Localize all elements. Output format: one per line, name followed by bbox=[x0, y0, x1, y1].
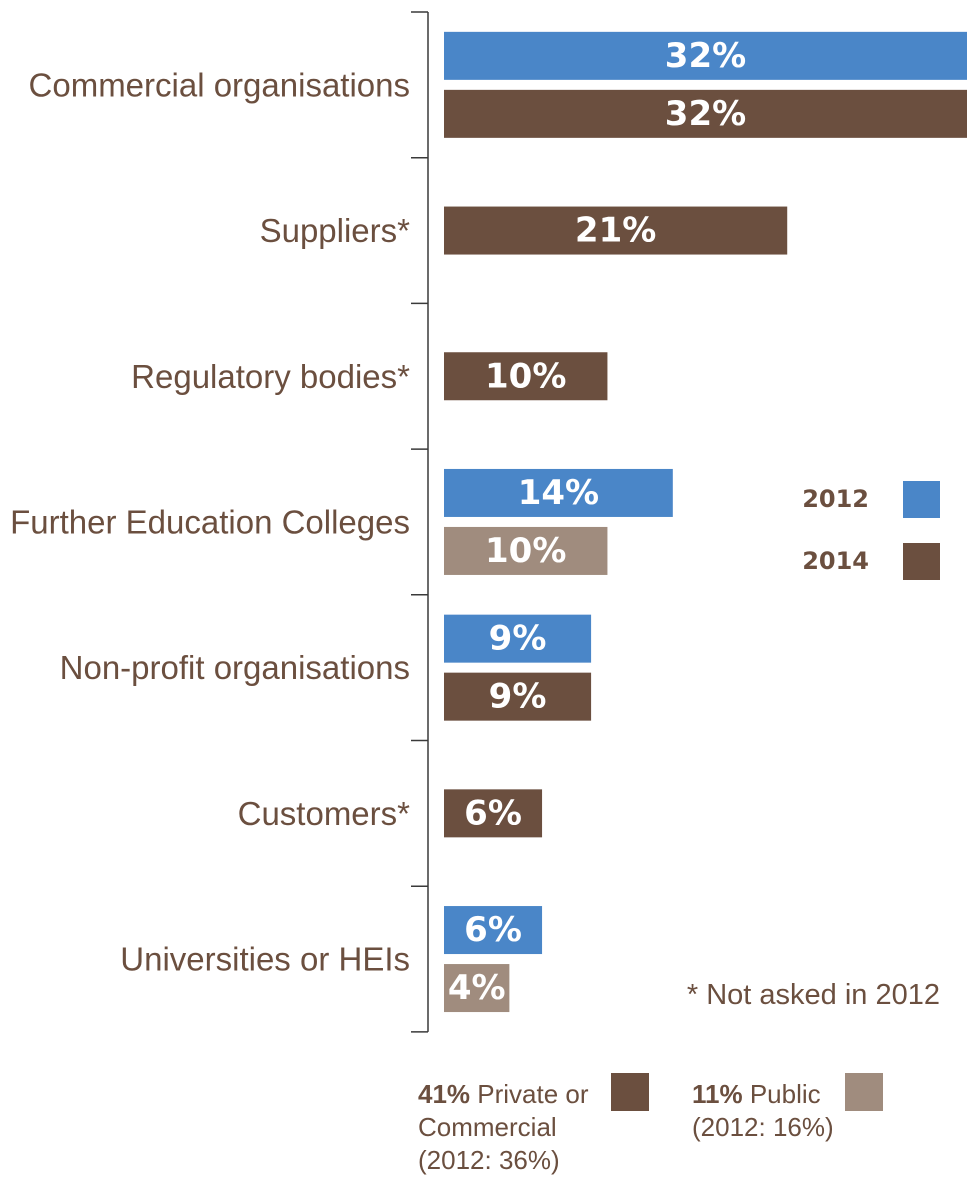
category-label: Regulatory bodies* bbox=[131, 358, 410, 395]
bar-value-label: 32% bbox=[665, 36, 746, 76]
bar bbox=[444, 89, 967, 138]
bar bbox=[444, 906, 543, 955]
legend-label: 2014 bbox=[802, 547, 869, 575]
bar bbox=[444, 206, 788, 255]
bar-value-label: 10% bbox=[485, 531, 566, 571]
chart-note: * Not asked in 2012 bbox=[687, 979, 940, 1011]
footer-private-line3: (2012: 36%) bbox=[418, 1145, 560, 1175]
footer-private-line1: Private or bbox=[477, 1079, 589, 1109]
bar bbox=[444, 526, 608, 575]
footer-private-pct: 41% bbox=[418, 1079, 471, 1109]
footer-public: 11% Public (2012: 16%) bbox=[692, 1078, 834, 1144]
bar-value-label: 32% bbox=[665, 94, 746, 134]
footer-private-line2: Commercial bbox=[418, 1112, 557, 1142]
legend-label: 2012 bbox=[802, 485, 869, 513]
footer-private: 41% Private or Commercial (2012: 36%) bbox=[418, 1078, 589, 1177]
legend-swatch bbox=[903, 543, 940, 580]
bar-value-label: 6% bbox=[464, 910, 522, 950]
footer-public-line2: (2012: 16%) bbox=[692, 1112, 834, 1142]
bar bbox=[444, 468, 673, 517]
category-label: Non-profit organisations bbox=[60, 649, 410, 686]
bar-value-label: 4% bbox=[448, 968, 506, 1008]
bar bbox=[444, 614, 592, 663]
category-label: Universities or HEIs bbox=[120, 941, 410, 978]
footer-public-swatch bbox=[845, 1073, 883, 1111]
category-label: Commercial organisations bbox=[29, 66, 410, 103]
bar bbox=[444, 964, 510, 1013]
bar-chart: Commercial organisations Suppliers* Regula… bbox=[10, 11, 967, 1033]
bar-value-label: 9% bbox=[489, 619, 547, 659]
bar bbox=[444, 31, 967, 80]
bar-value-label: 21% bbox=[575, 211, 656, 251]
bar-value-label: 9% bbox=[489, 677, 547, 717]
bar-value-label: 6% bbox=[464, 793, 522, 833]
bar-value-label: 14% bbox=[518, 473, 599, 513]
legend-swatch bbox=[903, 481, 940, 518]
footer-public-line1: Public bbox=[749, 1079, 821, 1109]
category-label: Customers* bbox=[238, 795, 411, 832]
category-label: Suppliers* bbox=[260, 212, 411, 249]
bar bbox=[444, 789, 543, 838]
bar-value-label: 10% bbox=[485, 356, 566, 396]
footer-public-pct: 11% bbox=[692, 1079, 743, 1109]
footer-private-swatch bbox=[611, 1073, 649, 1111]
category-label: Further Education Colleges bbox=[10, 503, 410, 540]
bar bbox=[444, 352, 608, 401]
bar bbox=[444, 672, 592, 721]
